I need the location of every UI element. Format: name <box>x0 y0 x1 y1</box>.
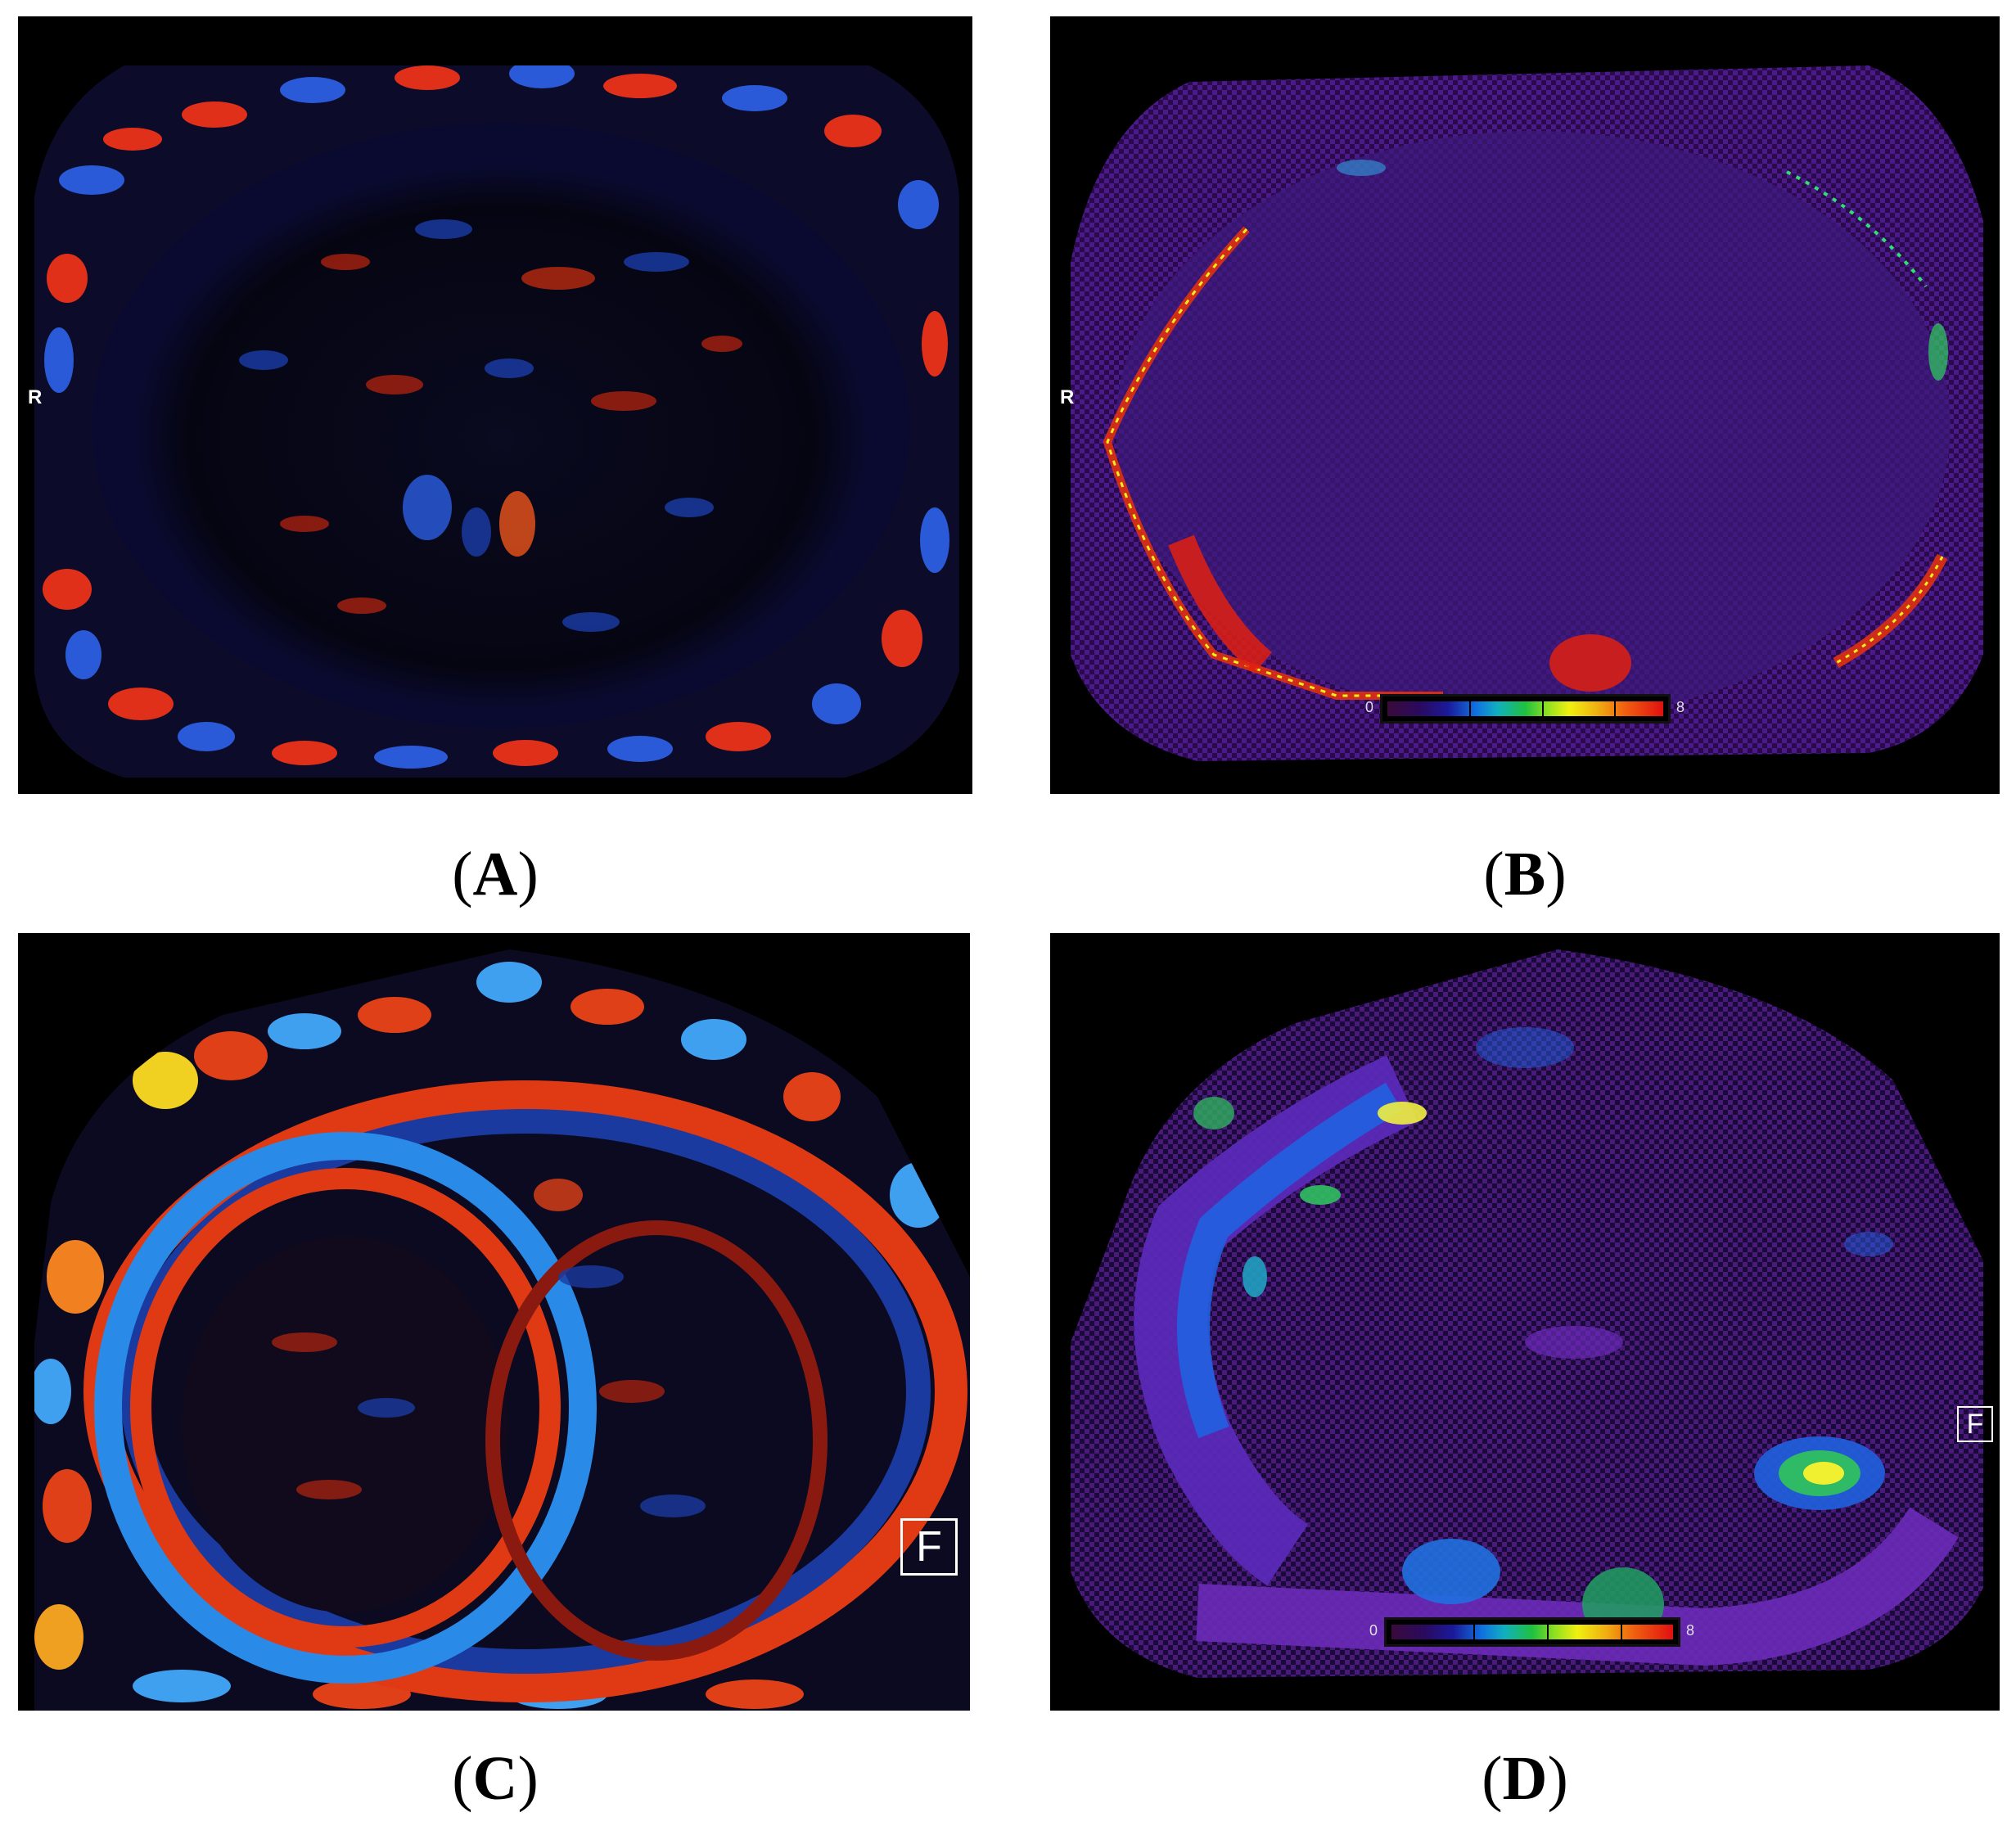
panel-a-phase-map <box>34 65 959 778</box>
panel-d-parametric-map <box>1071 949 1983 1678</box>
colorbar-b-max: 8 <box>1676 699 1685 715</box>
interior-speckle <box>239 219 742 632</box>
rim-speckle <box>43 65 949 769</box>
caption-c: (C) <box>452 1744 539 1813</box>
panel-c-phase-map <box>34 949 970 1711</box>
colorbar-b <box>1380 694 1671 724</box>
orientation-label-b: R <box>1060 386 1075 408</box>
orientation-marker-d: F <box>1957 1406 1993 1442</box>
colorbar-d <box>1384 1617 1680 1647</box>
organ-ring-red <box>130 1168 561 1648</box>
caption-a: (A) <box>452 840 539 908</box>
organ-ring-blue <box>94 1132 597 1684</box>
orientation-label-a: R <box>28 386 43 408</box>
colorbar-d-min: 0 <box>1369 1622 1378 1639</box>
colorbar-d-max: 8 <box>1686 1622 1695 1639</box>
rim-speckle-c <box>34 962 947 1709</box>
panel-c-image: F <box>18 933 970 1711</box>
panel-d-image: F 0 8 <box>1050 933 2000 1711</box>
panel-a-image: R <box>18 16 972 794</box>
colorbar-b-min: 0 <box>1365 699 1374 715</box>
interior-speckle-c <box>272 1179 706 1517</box>
caption-d: (D) <box>1482 1744 1568 1813</box>
orientation-marker-c: F <box>900 1518 958 1576</box>
panel-b-parametric-map <box>1071 65 1983 761</box>
tissue-band-bottom <box>1196 1507 1959 1666</box>
panel-b-image: R 0 8 <box>1050 16 2000 794</box>
caption-b: (B) <box>1483 840 1567 908</box>
